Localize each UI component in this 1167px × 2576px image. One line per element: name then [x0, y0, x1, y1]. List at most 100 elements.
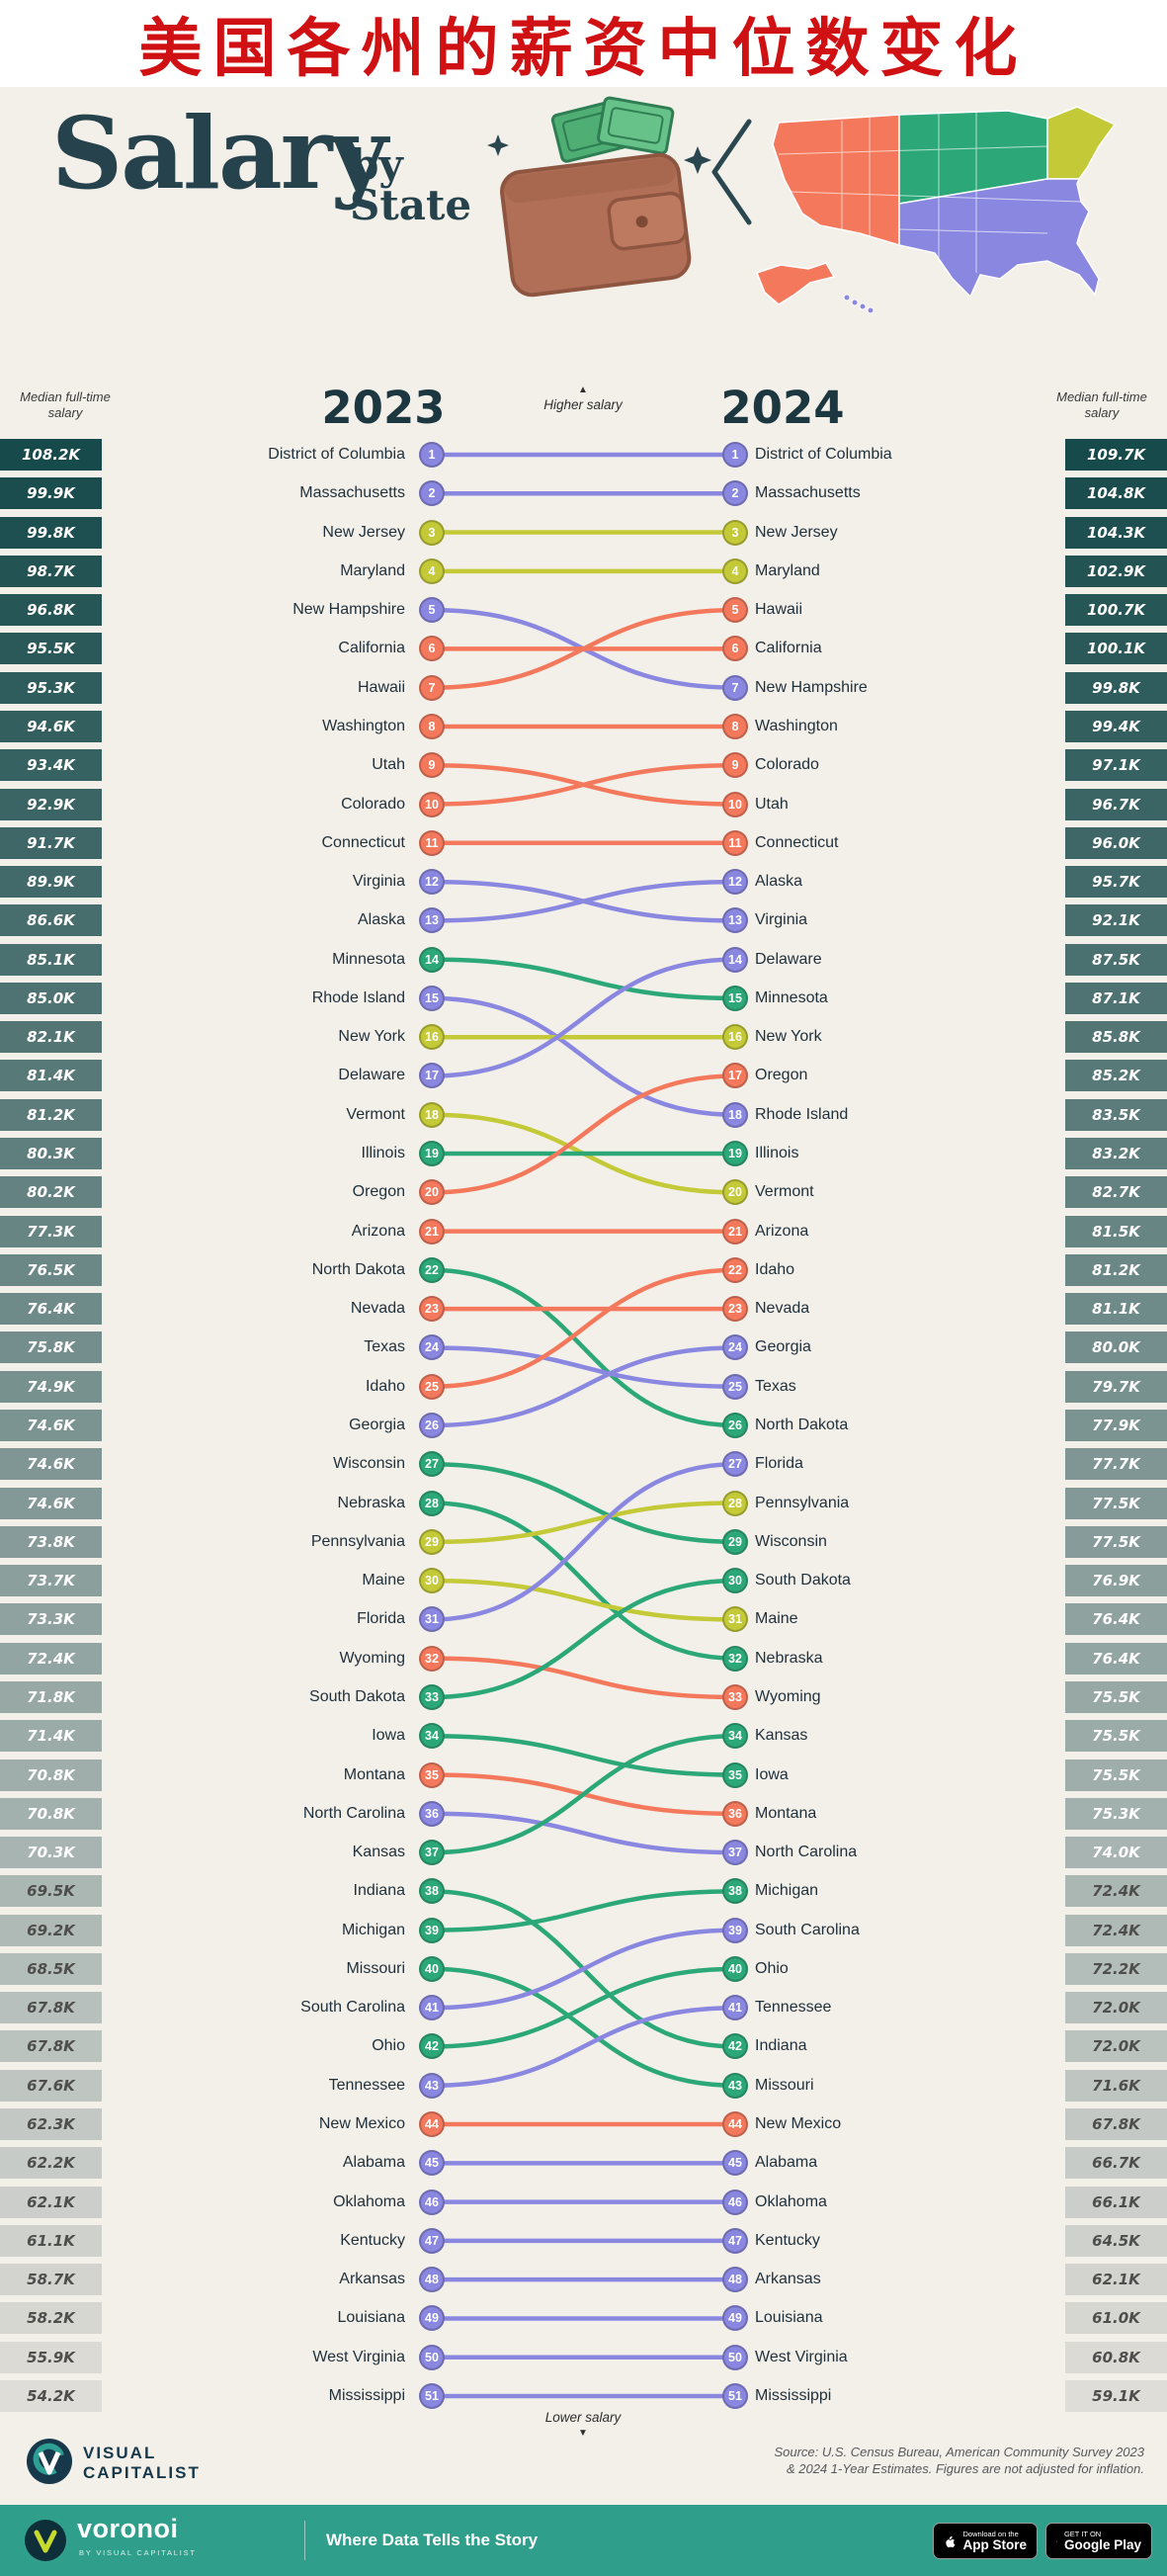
salary-2023-value: 74.6K	[0, 1448, 102, 1481]
rank-badge-2024: 36	[722, 1800, 748, 1827]
rank-badge-2023: 48	[419, 2267, 445, 2293]
state-label-2024: Washington	[755, 717, 838, 734]
state-label-2023: Massachusetts	[299, 484, 405, 502]
rank-badge-2024: 24	[722, 1334, 748, 1361]
source-line2: & 2024 1-Year Estimates. Figures are not…	[786, 2461, 1144, 2476]
arrow-up-icon: ▲	[578, 385, 588, 395]
state-label-2024: Alabama	[755, 2154, 818, 2172]
rank-badge-2023: 24	[419, 1334, 445, 1361]
rank-badge-2023: 35	[419, 1761, 445, 1788]
by-word: by	[350, 140, 403, 189]
rank-badge-2024: 31	[722, 1606, 748, 1633]
rank-badge-2023: 21	[419, 1218, 445, 1245]
rank-badge-2023: 8	[419, 713, 445, 739]
salary-2024-value: 66.1K	[1065, 2186, 1167, 2218]
rank-badge-2024: 45	[722, 2150, 748, 2177]
state-label-2024: Idaho	[755, 1260, 795, 1278]
salary-2023-value: 99.9K	[0, 477, 102, 510]
salary-2024-value: 100.7K	[1065, 594, 1167, 627]
salary-2023-value: 95.3K	[0, 671, 102, 704]
rank-badge-2024: 39	[722, 1917, 748, 1943]
salary-2024-value: 87.1K	[1065, 982, 1167, 1014]
state-label-2023: Michigan	[341, 1921, 405, 1938]
state-label-2024: Kansas	[755, 1727, 808, 1745]
salary-2024-value: 95.7K	[1065, 866, 1167, 899]
state-label-2023: Iowa	[372, 1727, 405, 1745]
state-label-2024: Virginia	[755, 911, 808, 929]
google-play-badge[interactable]: GET IT ON Google Play	[1045, 2523, 1152, 2559]
state-label-2023: Alaska	[357, 911, 405, 929]
rank-badge-2024: 14	[722, 946, 748, 973]
salary-2024-value: 104.8K	[1065, 477, 1167, 510]
state-label-2024: Texas	[755, 1377, 796, 1395]
state-label-2024: North Dakota	[755, 1417, 849, 1433]
state-label-2024: District of Columbia	[755, 446, 892, 463]
state-label-2024: Wisconsin	[755, 1532, 827, 1550]
higher-salary-note: Higher salary	[543, 397, 623, 412]
rank-badge-2023: 19	[419, 1141, 445, 1167]
rank-badge-2023: 40	[419, 1955, 445, 1982]
state-label-2023: North Dakota	[311, 1260, 405, 1278]
map-alaska	[756, 262, 836, 305]
state-label-2023: Montana	[343, 1765, 405, 1783]
state-label-2023: District of Columbia	[268, 446, 405, 463]
google-play-icon	[1056, 2539, 1057, 2542]
rank-badge-2023: 41	[419, 1995, 445, 2021]
salary-2024-value: 109.7K	[1065, 439, 1167, 471]
state-label-2023: Colorado	[341, 795, 405, 813]
state-label-2024: New Jersey	[755, 523, 838, 541]
state-label-2024: Hawaii	[755, 601, 803, 619]
salary-2023-value: 95.5K	[0, 633, 102, 665]
salary-2023-value: 77.3K	[0, 1215, 102, 1247]
salary-2024-value: 75.3K	[1065, 1797, 1167, 1830]
app-store-badge[interactable]: Download on the App Store	[933, 2523, 1038, 2559]
salary-2023-value: 81.2K	[0, 1098, 102, 1131]
state-label-2024: Maryland	[755, 561, 820, 579]
state-label-2023: Louisiana	[337, 2309, 406, 2327]
wallet-money-illustration	[487, 96, 711, 298]
sparkle-icon	[684, 146, 711, 174]
salary-2023-value: 82.1K	[0, 1021, 102, 1054]
salary-2024-value: 77.7K	[1065, 1448, 1167, 1481]
salary-2023-value: 86.6K	[0, 904, 102, 937]
salary-2023-value: 72.4K	[0, 1642, 102, 1674]
rank-badge-2024: 11	[722, 829, 748, 856]
state-label-2023: Delaware	[338, 1067, 405, 1084]
year-2024-header: 2024	[720, 382, 845, 434]
state-label-2024: Minnesota	[755, 988, 828, 1006]
state-label-2024: Maine	[755, 1610, 798, 1628]
state-label-2024: California	[755, 640, 822, 657]
rank-badge-2024: 42	[722, 2033, 748, 2060]
lower-salary-note: Lower salary	[544, 2410, 622, 2425]
rank-badge-2024: 44	[722, 2111, 748, 2138]
state-label-2023: Alabama	[342, 2154, 405, 2172]
state-label-2024: Oklahoma	[755, 2192, 827, 2210]
salary-2024-value: 71.6K	[1065, 2069, 1167, 2102]
app-store-kicker: Download on the	[962, 2530, 1019, 2538]
salary-2023-value: 89.9K	[0, 866, 102, 899]
salary-2024-value: 64.5K	[1065, 2224, 1167, 2257]
salary-2024-value: 67.8K	[1065, 2108, 1167, 2141]
salary-2024-value: 72.0K	[1065, 1992, 1167, 2024]
rank-badge-2024: 18	[722, 1101, 748, 1128]
money-bills	[550, 96, 675, 163]
state-label-2023: Indiana	[353, 1882, 406, 1900]
state-label-2023: Washington	[322, 717, 405, 734]
salary-2024-value: 104.3K	[1065, 516, 1167, 549]
salary-2024-value: 76.4K	[1065, 1642, 1167, 1674]
salary-2024-value: 75.5K	[1065, 1720, 1167, 1753]
rank-badge-2023: 16	[419, 1024, 445, 1051]
rank-badge-2023: 6	[419, 636, 445, 662]
rank-badge-2024: 15	[722, 985, 748, 1011]
rank-badge-2024: 9	[722, 752, 748, 779]
left-axis-label: Median full-time salary	[20, 389, 111, 420]
salary-2023-value: 69.2K	[0, 1914, 102, 1946]
rank-badge-2024: 41	[722, 1995, 748, 2021]
voronoi-byline: BY VISUAL CAPITALIST	[79, 2548, 197, 2557]
state-label-2024: Iowa	[755, 1765, 789, 1783]
year-2023-header: 2023	[321, 382, 446, 434]
rank-badge-2024: 34	[722, 1723, 748, 1750]
rank-badge-2024: 8	[722, 713, 748, 739]
rank-badge-2024: 17	[722, 1063, 748, 1089]
rank-badge-2023: 11	[419, 829, 445, 856]
